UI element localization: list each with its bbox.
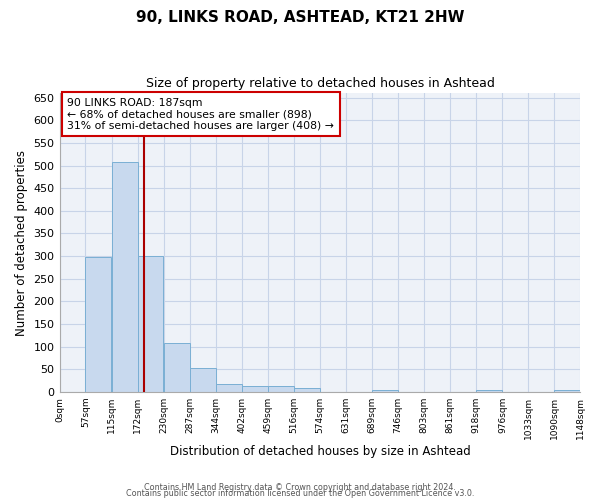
Text: 90 LINKS ROAD: 187sqm
← 68% of detached houses are smaller (898)
31% of semi-det: 90 LINKS ROAD: 187sqm ← 68% of detached … <box>67 98 334 130</box>
Bar <box>215 384 242 392</box>
Title: Size of property relative to detached houses in Ashtead: Size of property relative to detached ho… <box>146 78 494 90</box>
Y-axis label: Number of detached properties: Number of detached properties <box>15 150 28 336</box>
Text: Contains HM Land Registry data © Crown copyright and database right 2024.: Contains HM Land Registry data © Crown c… <box>144 484 456 492</box>
Bar <box>242 386 268 392</box>
Bar <box>190 368 215 392</box>
Bar <box>268 386 294 392</box>
Bar <box>554 390 580 392</box>
Bar <box>112 162 137 392</box>
Text: Contains public sector information licensed under the Open Government Licence v3: Contains public sector information licen… <box>126 490 474 498</box>
Bar <box>372 390 398 392</box>
X-axis label: Distribution of detached houses by size in Ashtead: Distribution of detached houses by size … <box>170 444 470 458</box>
Bar <box>294 388 320 392</box>
Text: 90, LINKS ROAD, ASHTEAD, KT21 2HW: 90, LINKS ROAD, ASHTEAD, KT21 2HW <box>136 10 464 25</box>
Bar <box>137 256 163 392</box>
Bar <box>476 390 502 392</box>
Bar <box>164 343 190 392</box>
Bar <box>85 257 111 392</box>
